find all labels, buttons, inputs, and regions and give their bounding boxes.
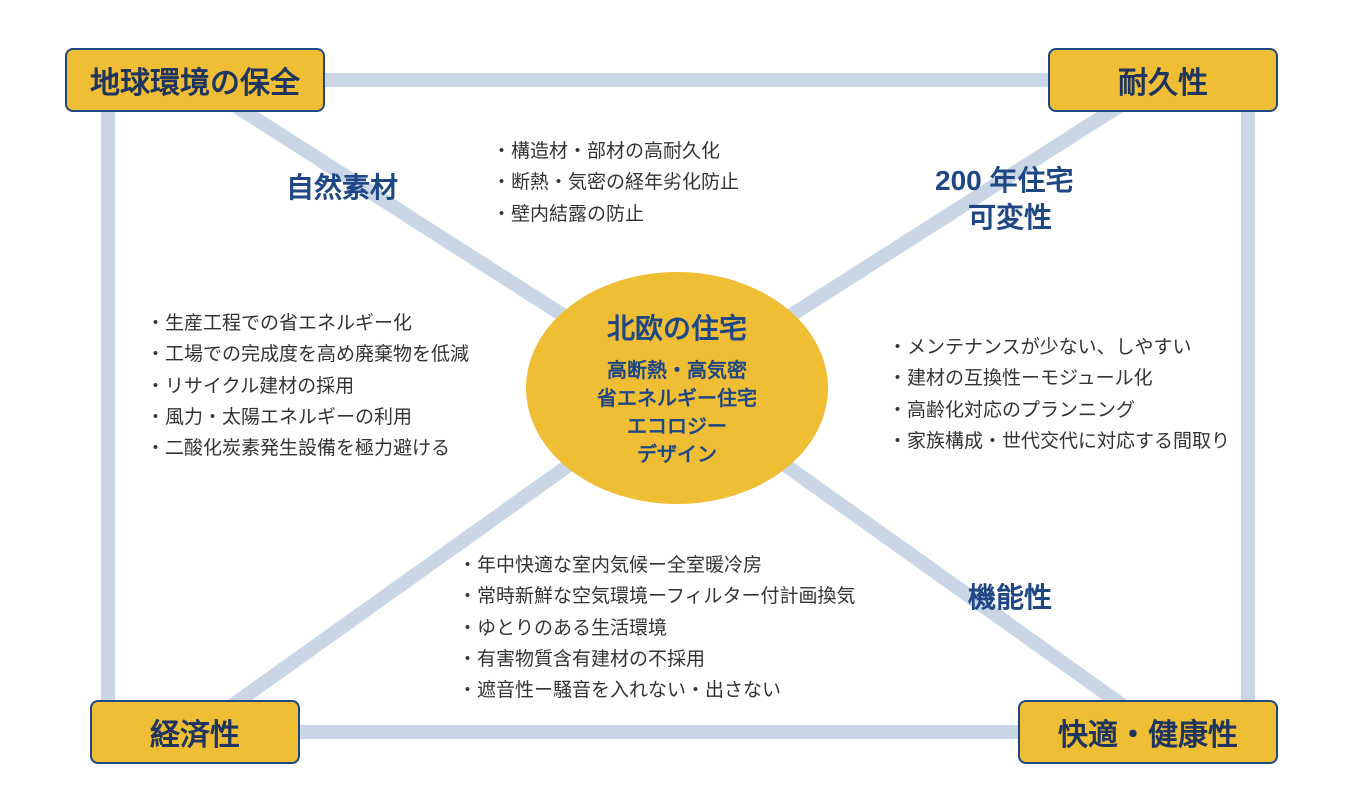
bullets-left: 生産工程での省エネルギー化工場での完成度を高め廃棄物を低減リサイクル建材の採用風… xyxy=(146,308,469,465)
bullet-item: 高齢化対応のプランニング xyxy=(888,395,1230,426)
subheading-flexibility: 可変性 xyxy=(968,200,1052,235)
bullet-item: 常時新鮮な空気環境ーフィルター付計画換気 xyxy=(458,581,856,612)
corner-label-bl: 経済性 xyxy=(150,710,240,754)
center-oval: 北欧の住宅 高断熱・高気密省エネルギー住宅エコロジーデザイン xyxy=(526,272,828,504)
bullet-item: 断熱・気密の経年劣化防止 xyxy=(492,167,739,198)
bullet-item: 風力・太陽エネルギーの利用 xyxy=(146,402,469,433)
subheading-200year: 200 年住宅 xyxy=(935,163,1074,198)
corner-label-tr: 耐久性 xyxy=(1118,58,1208,102)
bullet-item: 建材の互換性ーモジュール化 xyxy=(888,363,1230,394)
bullets-top: 構造材・部材の高耐久化断熱・気密の経年劣化防止壁内結露の防止 xyxy=(492,136,739,230)
corner-label-tl: 地球環境の保全 xyxy=(90,58,300,102)
subheading-natural-materials: 自然素材 xyxy=(286,170,398,205)
bullet-item: 構造材・部材の高耐久化 xyxy=(492,136,739,167)
corner-box-br: 快適・健康性 xyxy=(1018,700,1278,764)
bullet-item: 家族構成・世代交代に対応する間取り xyxy=(888,426,1230,457)
bullet-item: ゆとりのある生活環境 xyxy=(458,613,856,644)
center-subtitles: 高断熱・高気密省エネルギー住宅エコロジーデザイン xyxy=(597,357,757,469)
corner-box-tl: 地球環境の保全 xyxy=(65,48,325,112)
bullet-item: 二酸化炭素発生設備を極力避ける xyxy=(146,433,469,464)
diagram-canvas: 北欧の住宅 高断熱・高気密省エネルギー住宅エコロジーデザイン 地球環境の保全 耐… xyxy=(0,0,1355,807)
bullet-item: 遮音性ー騒音を入れない・出さない xyxy=(458,675,856,706)
bullet-item: 工場での完成度を高め廃棄物を低減 xyxy=(146,339,469,370)
center-subtitle-line: 省エネルギー住宅 xyxy=(597,385,757,413)
bullet-item: 有害物質含有建材の不採用 xyxy=(458,644,856,675)
bullets-right: メンテナンスが少ない、しやすい建材の互換性ーモジュール化高齢化対応のプランニング… xyxy=(888,332,1230,457)
bullet-item: 生産工程での省エネルギー化 xyxy=(146,308,469,339)
bullet-item: 年中快適な室内気候ー全室暖冷房 xyxy=(458,550,856,581)
subheading-functionality: 機能性 xyxy=(968,580,1052,615)
center-subtitle-line: 高断熱・高気密 xyxy=(597,357,757,385)
corner-box-tr: 耐久性 xyxy=(1048,48,1278,112)
bullet-item: リサイクル建材の採用 xyxy=(146,371,469,402)
corner-box-bl: 経済性 xyxy=(90,700,300,764)
center-title: 北欧の住宅 xyxy=(607,307,747,347)
bullets-bottom: 年中快適な室内気候ー全室暖冷房常時新鮮な空気環境ーフィルター付計画換気ゆとりのあ… xyxy=(458,550,856,707)
center-subtitle-line: エコロジー xyxy=(597,413,757,441)
bullet-item: メンテナンスが少ない、しやすい xyxy=(888,332,1230,363)
center-subtitle-line: デザイン xyxy=(597,441,757,469)
corner-label-br: 快適・健康性 xyxy=(1058,710,1238,754)
bullet-item: 壁内結露の防止 xyxy=(492,199,739,230)
